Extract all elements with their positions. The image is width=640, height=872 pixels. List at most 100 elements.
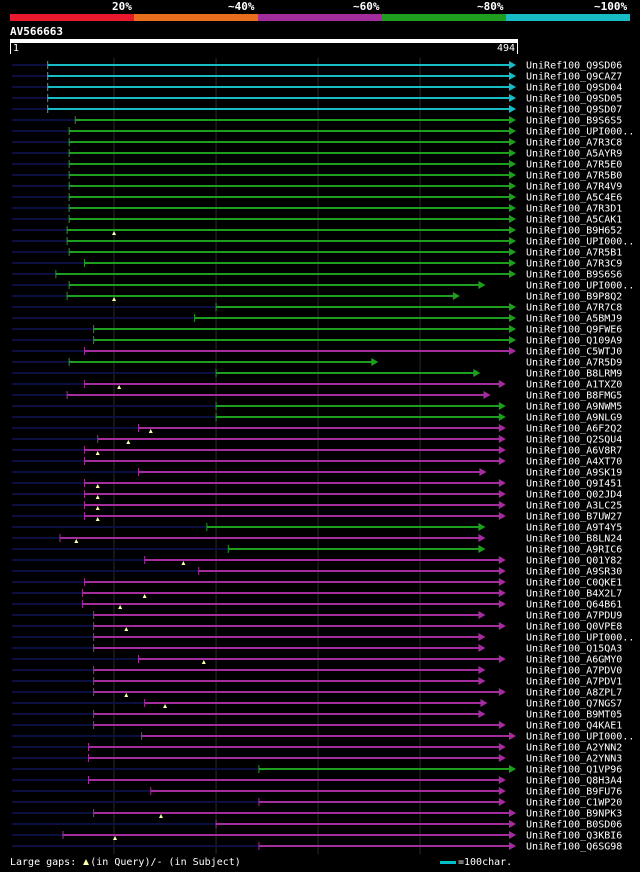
hit-label: UniRef100_Q64B61 <box>526 600 622 611</box>
hit-arrow-icon <box>509 270 516 278</box>
hit-arrow-icon <box>498 556 506 564</box>
hit-label: UniRef100_C5WTJ0 <box>526 347 622 358</box>
hit-label: UniRef100_B8FMG5 <box>526 391 622 402</box>
hit-arrow-icon <box>478 677 486 685</box>
hit-arrow-icon <box>509 226 516 234</box>
hit-label: UniRef100_Q0VPE8 <box>526 622 622 633</box>
hit-arrow-icon <box>509 215 516 223</box>
hit-arrow-icon <box>509 138 516 146</box>
legend-swatch-100 <box>506 14 630 21</box>
query-gap-marker-icon <box>112 231 117 235</box>
hit-arrow-icon <box>478 633 486 641</box>
hit-arrow-icon <box>498 446 506 454</box>
hit-arrow-icon <box>509 171 516 179</box>
legend-label-100: ~100% <box>594 0 628 13</box>
query-gap-marker-icon <box>124 693 129 697</box>
hit-label: UniRef100_Q9SD07 <box>526 105 622 116</box>
hit-label: UniRef100_UPI000.. <box>526 237 634 248</box>
hit-arrow-icon <box>498 754 506 762</box>
hit-arrow-icon <box>509 94 516 102</box>
hit-arrow-icon <box>509 809 516 817</box>
hit-label: UniRef100_B9NPK3 <box>526 809 622 820</box>
gaps-query-label: (in Query)/ <box>90 857 157 868</box>
hit-arrow-icon <box>498 798 506 806</box>
hit-label: UniRef100_Q9SD06 <box>526 61 622 72</box>
hit-label: UniRef100_A2YNN2 <box>526 743 622 754</box>
hit-label: UniRef100_UPI000.. <box>526 127 634 138</box>
hit-label: UniRef100_C0QKE1 <box>526 578 622 589</box>
hit-label: UniRef100_UPI000.. <box>526 633 634 644</box>
hit-label: UniRef100_Q7NGS7 <box>526 699 622 710</box>
hit-label: UniRef100_Q9SD04 <box>526 83 622 94</box>
hit-arrow-icon <box>478 281 486 289</box>
hit-arrow-icon <box>509 61 516 69</box>
hit-arrow-icon <box>498 512 506 520</box>
hit-label: UniRef100_A5BMJ9 <box>526 314 622 325</box>
hit-label: UniRef100_A7R3C8 <box>526 138 622 149</box>
hit-arrow-icon <box>509 303 516 311</box>
gaps-subject-label: - (in Subject) <box>156 857 241 868</box>
hit-arrow-icon <box>509 248 516 256</box>
hit-label: UniRef100_A2YNN3 <box>526 754 622 765</box>
hit-label: UniRef100_A9NWM5 <box>526 402 622 413</box>
query-gap-marker-icon <box>95 495 100 499</box>
hit-label: UniRef100_A6V8R7 <box>526 446 622 457</box>
hit-label: UniRef100_A9T4Y5 <box>526 523 622 534</box>
hit-arrow-icon <box>498 380 506 388</box>
hit-label: UniRef100_A7PDU9 <box>526 611 622 622</box>
hit-arrow-icon <box>480 699 488 707</box>
hit-arrow-icon <box>498 787 506 795</box>
hit-label: UniRef100_B9MT05 <box>526 710 622 721</box>
query-gap-marker-icon <box>142 594 147 598</box>
hit-arrow-icon <box>498 424 506 432</box>
hit-arrow-icon <box>498 688 506 696</box>
hit-arrow-icon <box>509 765 516 773</box>
query-gap-marker-icon <box>118 605 123 609</box>
hit-arrow-icon <box>452 292 460 300</box>
hit-arrow-icon <box>509 237 516 245</box>
hit-arrow-icon <box>478 545 486 553</box>
legend-swatch-20 <box>10 14 134 21</box>
hit-label: UniRef100_Q4KAE1 <box>526 721 622 732</box>
hit-arrow-icon <box>509 325 516 333</box>
hit-label: UniRef100_Q109A9 <box>526 336 622 347</box>
hit-label: UniRef100_A7R3D1 <box>526 204 622 215</box>
query-gap-marker-icon <box>95 517 100 521</box>
scale-label: =100char. <box>458 857 513 868</box>
hit-label: UniRef100_A5C4E6 <box>526 193 622 204</box>
legend-label-80: ~80% <box>477 0 504 13</box>
hit-arrow-icon <box>498 501 506 509</box>
hit-label: UniRef100_A7R7C8 <box>526 303 622 314</box>
hit-label: UniRef100_A9SK19 <box>526 468 622 479</box>
hit-label: UniRef100_C1WP20 <box>526 798 622 809</box>
hit-arrow-icon <box>498 655 506 663</box>
hit-label: UniRef100_UPI000.. <box>526 732 634 743</box>
hit-label: UniRef100_Q9FWE6 <box>526 325 622 336</box>
hit-label: UniRef100_A6GMY0 <box>526 655 622 666</box>
hit-arrow-icon <box>478 611 486 619</box>
query-gap-marker-icon <box>74 539 79 543</box>
hit-label: UniRef100_B9FU76 <box>526 787 622 798</box>
hit-arrow-icon <box>509 116 516 124</box>
hit-arrow-icon <box>509 149 516 157</box>
hit-arrow-icon <box>509 259 516 267</box>
hit-arrow-icon <box>478 710 486 718</box>
query-gap-marker-icon <box>95 506 100 510</box>
query-gap-marker-icon <box>181 561 186 565</box>
query-id: AV566663 <box>10 25 63 38</box>
hit-label: UniRef100_Q6SG98 <box>526 842 622 853</box>
hit-label: UniRef100_Q1VP96 <box>526 765 622 776</box>
hit-label: UniRef100_A8ZPL7 <box>526 688 622 699</box>
hit-arrow-icon <box>509 72 516 80</box>
hit-arrow-icon <box>509 193 516 201</box>
hit-label: UniRef100_Q9SD05 <box>526 94 622 105</box>
hit-label: UniRef100_A7R5E0 <box>526 160 622 171</box>
query-gap-marker-icon <box>113 836 118 840</box>
query-gap-marker-icon <box>95 451 100 455</box>
hit-arrow-icon <box>478 534 486 542</box>
hit-arrow-icon <box>498 589 506 597</box>
hit-label: UniRef100_A6F2Q2 <box>526 424 622 435</box>
hit-label: UniRef100_B0SD06 <box>526 820 622 831</box>
hit-arrow-icon <box>509 105 516 113</box>
hit-arrow-icon <box>498 600 506 608</box>
